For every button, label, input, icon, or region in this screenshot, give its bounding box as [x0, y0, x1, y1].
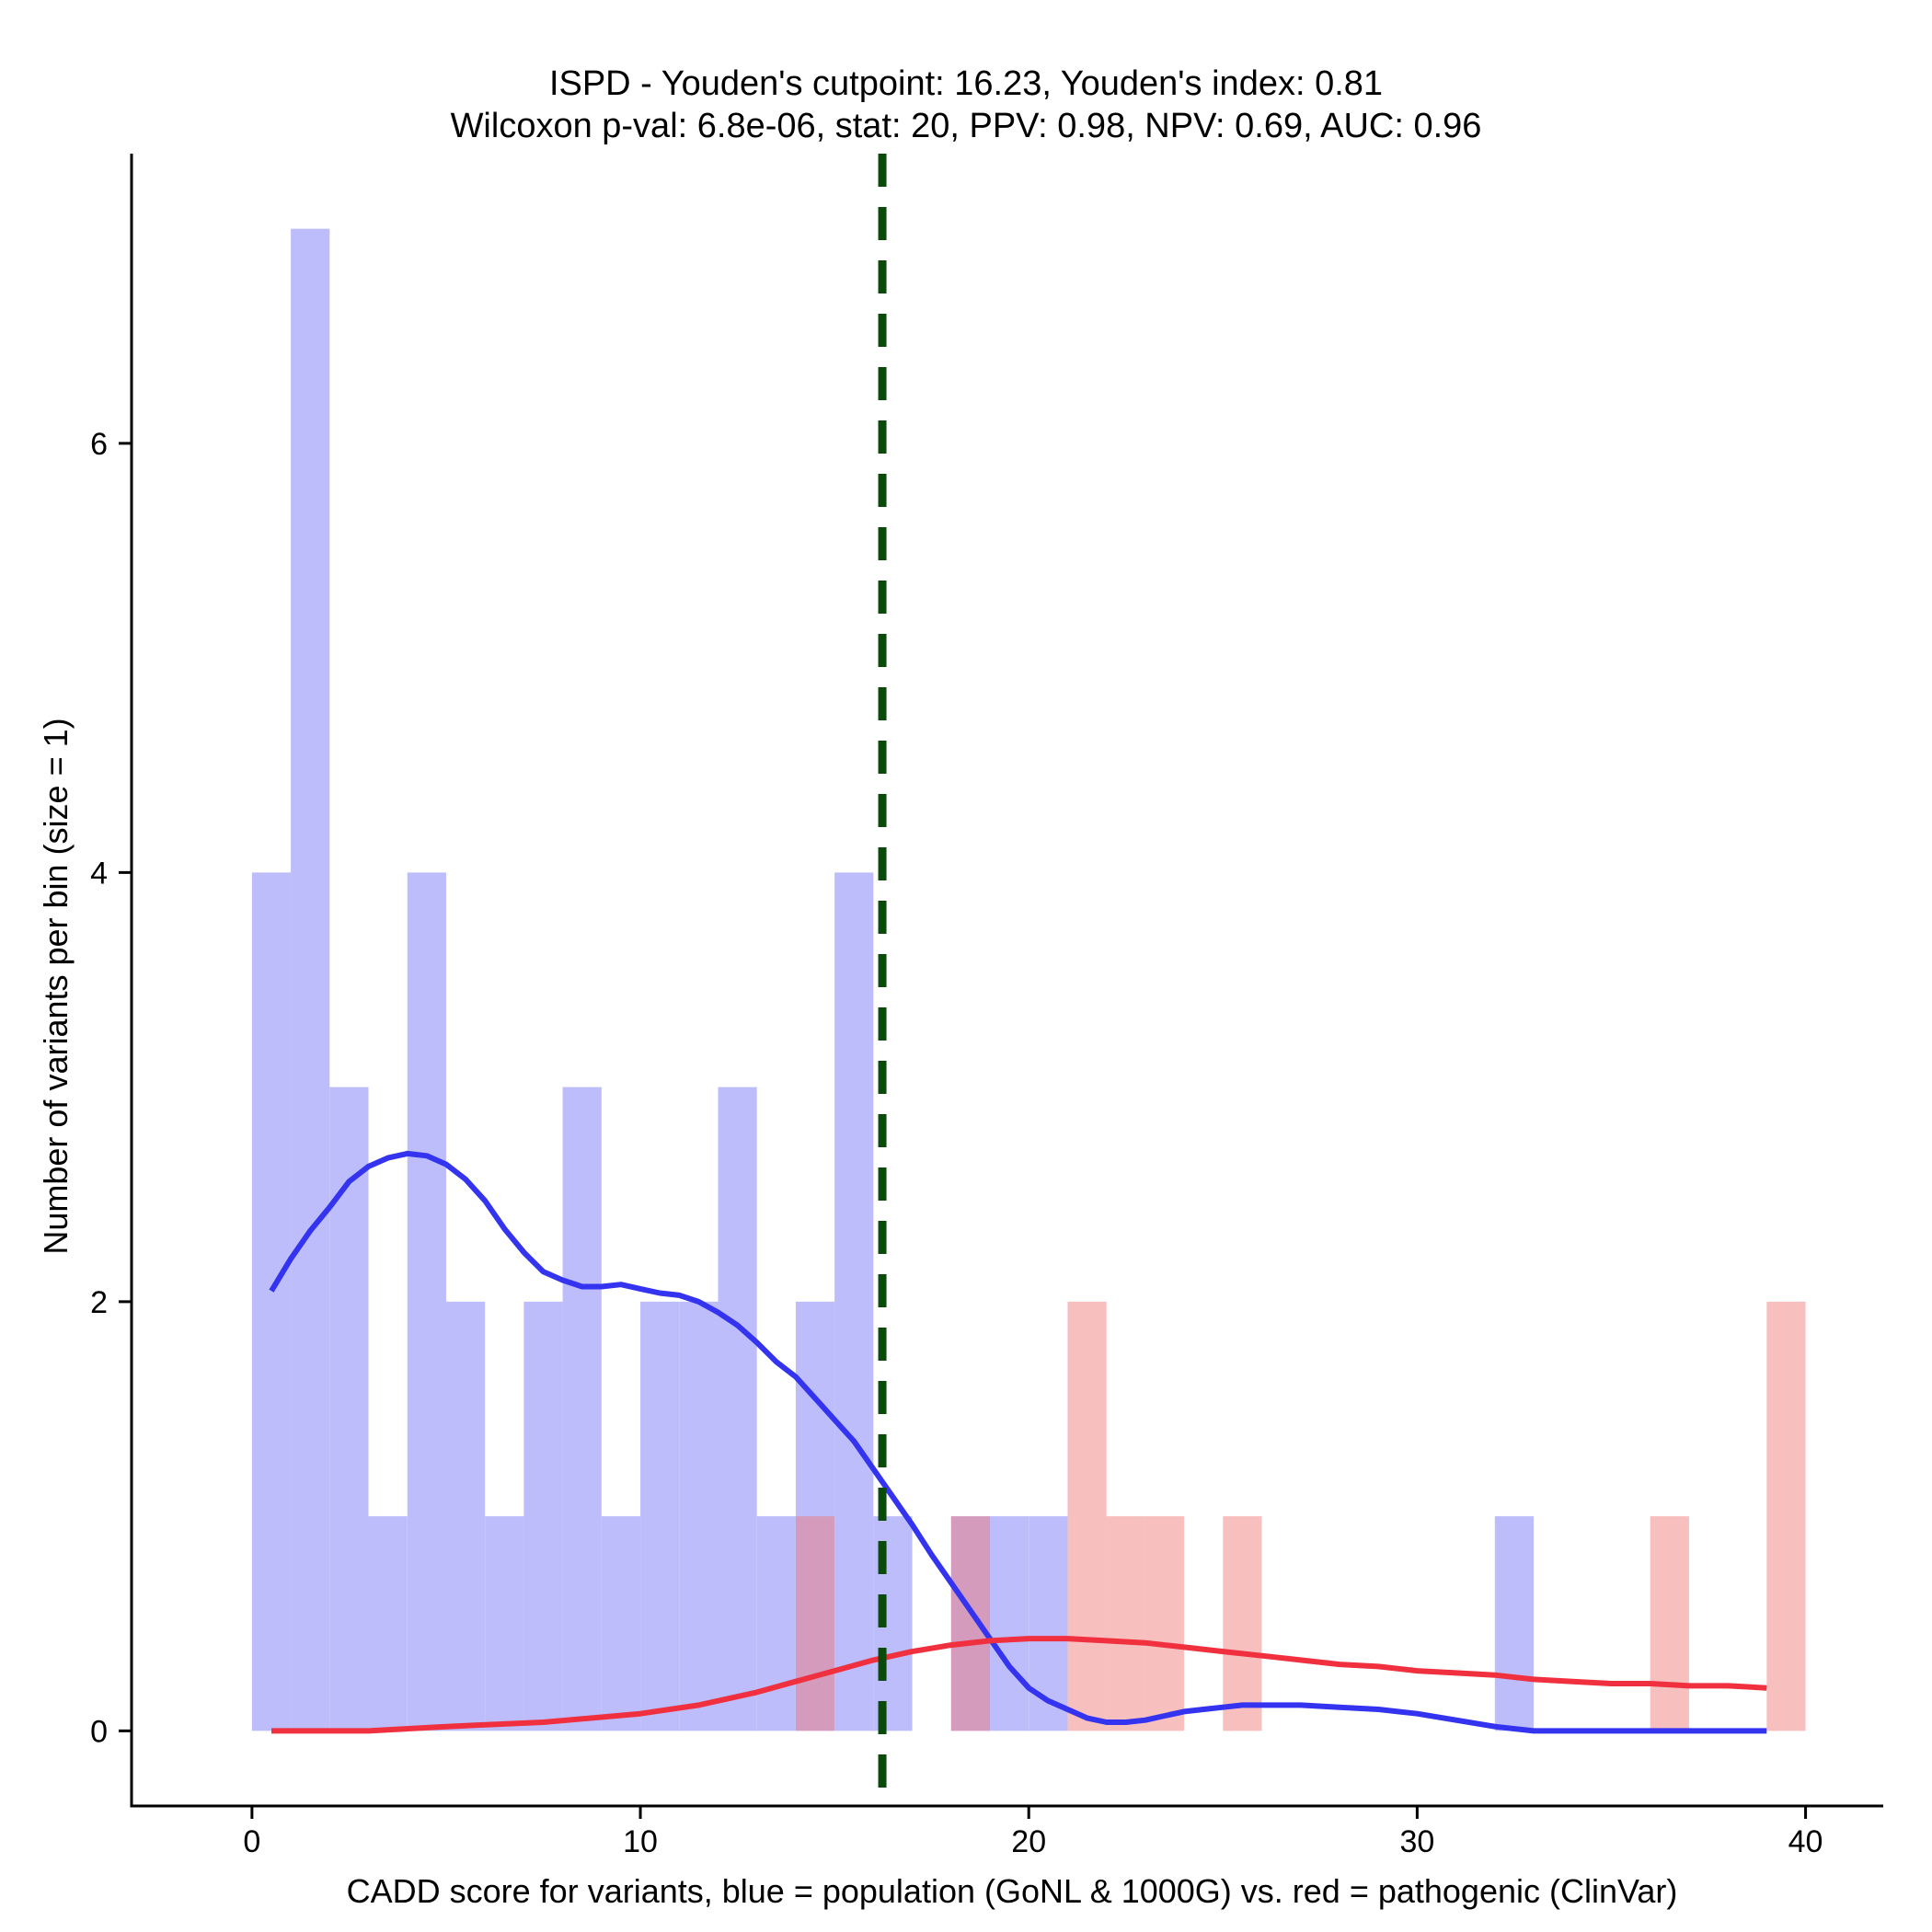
population-bar-18	[950, 1516, 991, 1731]
population-bar-10	[640, 1301, 680, 1731]
x-tick-label-10: 10	[623, 1824, 658, 1859]
y-tick-label-6: 6	[90, 427, 108, 462]
population-bar-5	[445, 1301, 486, 1731]
population-bar-8	[562, 1087, 602, 1731]
chart-title: ISPD - Youden's cutpoint: 16.23, Youden'…	[548, 64, 1384, 103]
pathogenic-bar-39	[1766, 1301, 1806, 1731]
population-bar-15	[834, 872, 874, 1731]
x-axis-label: CADD score for variants, blue = populati…	[346, 1872, 1678, 1910]
axes	[130, 154, 1883, 1808]
population-bar-9	[601, 1516, 641, 1731]
y-axis-label: Number of variants per bin (size = 1)	[37, 718, 75, 1255]
pathogenic-bar-23	[1144, 1516, 1185, 1731]
ticks: 0 10 20 30 40 0 2 4 6	[90, 427, 1823, 1859]
population-bar-11	[679, 1301, 719, 1731]
population-bar-3	[368, 1516, 408, 1731]
population-bar-1	[291, 228, 330, 1731]
x-tick-label-30: 30	[1399, 1824, 1434, 1859]
chart-subtitle: Wilcoxon p-val: 6.8e-06, stat: 20, PPV: …	[450, 107, 1482, 145]
pathogenic-bars	[795, 1301, 1806, 1731]
population-bar-19	[990, 1516, 1029, 1731]
population-bar-6	[485, 1516, 524, 1731]
pathogenic-bar-22	[1106, 1516, 1145, 1731]
pathogenic-bar-25	[1223, 1516, 1262, 1731]
population-bar-4	[407, 872, 446, 1731]
population-density-line	[269, 1150, 1767, 1734]
pathogenic-bar-18	[950, 1516, 991, 1731]
population-bar-13	[756, 1516, 796, 1731]
pathogenic-bar-14	[795, 1516, 835, 1731]
y-tick-label-0: 0	[90, 1714, 108, 1749]
population-bars	[251, 228, 1535, 1731]
x-tick-label-20: 20	[1011, 1824, 1046, 1859]
population-bar-14	[795, 1301, 835, 1731]
y-tick-label-2: 2	[90, 1285, 108, 1320]
population-bar-0	[251, 872, 292, 1731]
population-bar-32	[1494, 1516, 1535, 1731]
pathogenic-bar-21	[1067, 1301, 1107, 1731]
pathogenic-bar-36	[1650, 1516, 1689, 1731]
population-bar-12	[718, 1087, 757, 1731]
density-lines	[269, 1150, 1767, 1734]
x-tick-label-0: 0	[243, 1824, 260, 1859]
x-tick-label-40: 40	[1788, 1824, 1823, 1859]
y-tick-label-4: 4	[90, 856, 108, 891]
population-bar-7	[523, 1301, 563, 1731]
pathogenic-density-line	[271, 1636, 1767, 1734]
